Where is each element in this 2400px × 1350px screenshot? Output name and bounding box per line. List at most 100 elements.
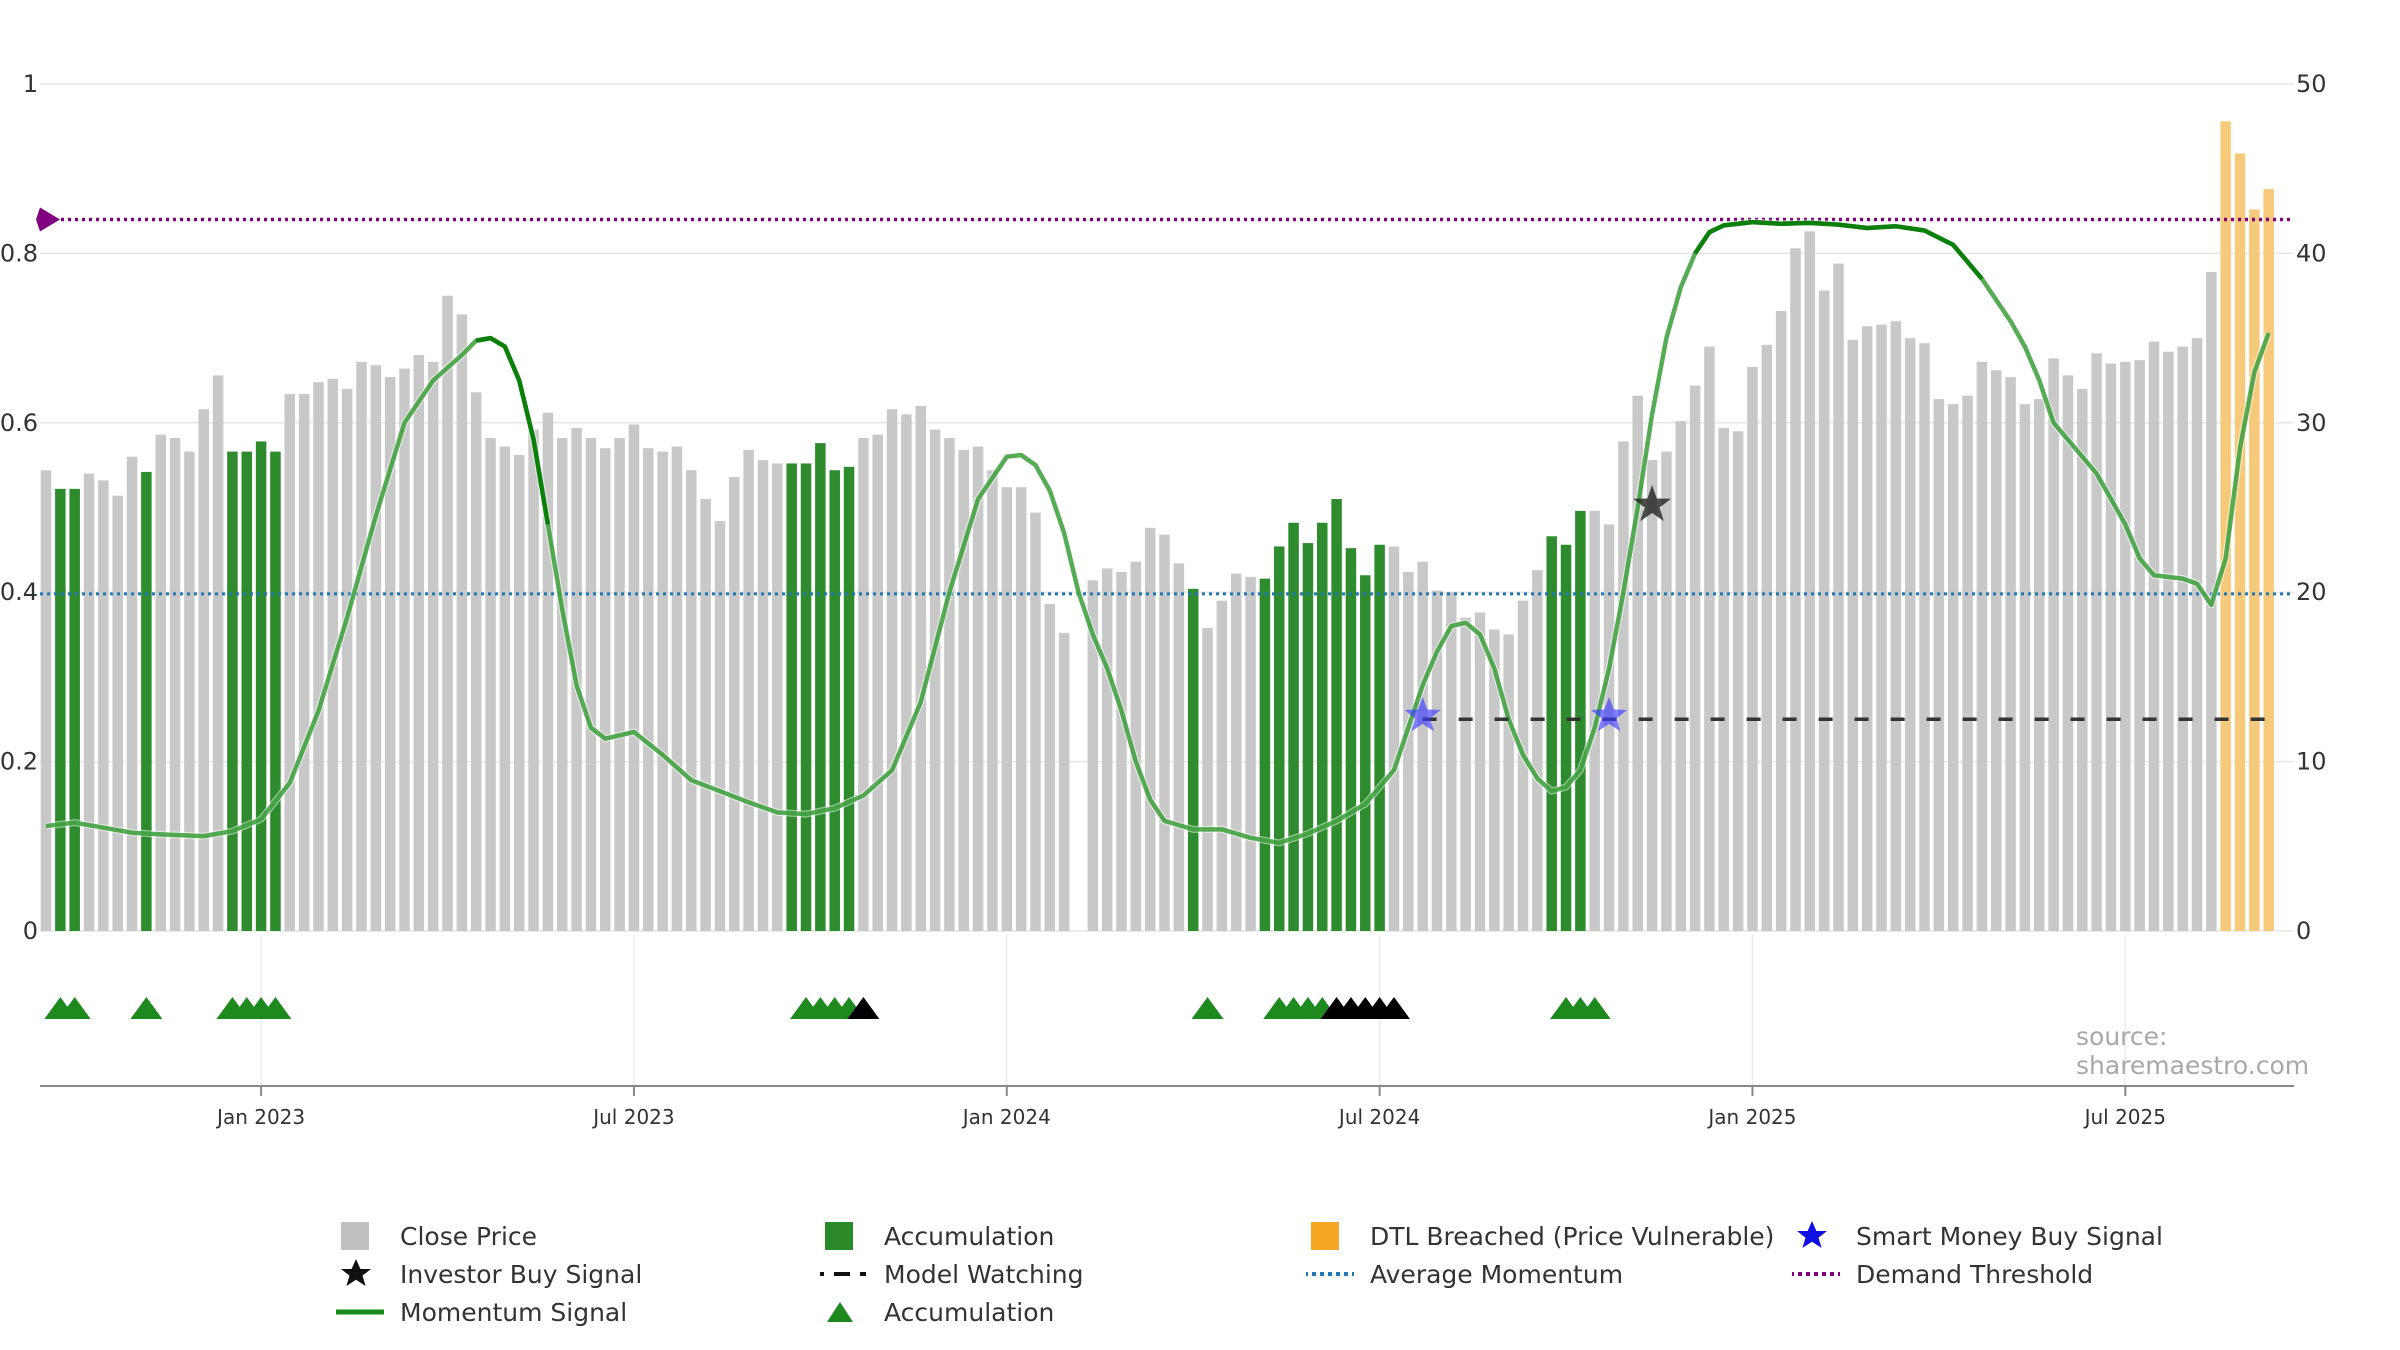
bar (1030, 512, 1041, 931)
y-right-tick-label: 30 (2296, 409, 2327, 437)
legend-item-investor-buy: Investor Buy Signal (336, 1258, 642, 1290)
bar (1403, 571, 1414, 931)
bar (1159, 534, 1170, 931)
y-left-tick-label: 1 (23, 70, 38, 98)
legend-item-accumulation-bar: Accumulation (820, 1220, 1054, 1252)
accumulation-markers (44, 997, 1611, 1019)
bar (184, 451, 195, 931)
bar (1704, 346, 1715, 931)
bar (112, 495, 123, 931)
legend-dotted-blue (1306, 1258, 1362, 1290)
legend-item-close-price: Close Price (336, 1220, 537, 1252)
bar (126, 456, 138, 931)
bar (2148, 341, 2160, 931)
bar (1517, 600, 1529, 931)
bar (2220, 121, 2231, 931)
bar (1632, 395, 1643, 931)
momentum-signal-strong-segment (475, 335, 551, 525)
bar (1460, 617, 1471, 931)
source-credit: source: sharemaestro.com (2076, 1022, 2310, 1080)
demand-threshold-marker (36, 207, 60, 232)
bar (528, 429, 539, 931)
bar (1618, 441, 1629, 931)
bar (2234, 153, 2246, 932)
bar (2048, 358, 2059, 932)
legend-swatch-orange (1306, 1220, 1362, 1252)
legend-label: Investor Buy Signal (400, 1259, 643, 1289)
bar (1044, 604, 1056, 931)
bar (83, 473, 95, 931)
bar (1417, 561, 1428, 931)
bar (141, 471, 152, 931)
bar (1317, 522, 1328, 931)
bar (1116, 571, 1127, 931)
bar (958, 449, 970, 931)
bar (1847, 339, 1859, 931)
bar (1474, 612, 1486, 931)
reference-lines (36, 207, 2294, 596)
bar (542, 412, 554, 931)
legend-label: Demand Threshold (1856, 1259, 2094, 1289)
bar (1144, 527, 1156, 931)
bar (1976, 361, 1988, 931)
bar (98, 480, 109, 931)
legend-label: Accumulation (884, 1221, 1055, 1251)
bar (2163, 351, 2174, 932)
bar (40, 470, 52, 931)
x-tick-label: Jul 2023 (591, 1105, 674, 1129)
bar (2005, 377, 2016, 931)
legend-triangle-green-icon (820, 1296, 876, 1328)
bar (1431, 590, 1443, 931)
bar (1947, 404, 1959, 931)
bar (2077, 388, 2088, 931)
bar (2191, 338, 2203, 932)
bar (55, 488, 66, 931)
bar (2249, 209, 2260, 931)
accumulation-triangle-icon (1578, 997, 1611, 1019)
bar (2019, 404, 2031, 931)
bar (1990, 370, 2002, 931)
legend-dotted-purple (1792, 1258, 1848, 1290)
legend-label: Momentum Signal (400, 1297, 628, 1327)
bar (1216, 600, 1228, 931)
bar (427, 361, 439, 931)
chart-canvas: Jan 2023 Jul 2023 Jan 2024 Jul 2024 Jan 2025… (0, 70, 2327, 1129)
bar (1904, 338, 1916, 932)
momentum-signal-strong-segment (1693, 219, 1984, 281)
bar (2134, 360, 2145, 931)
accumulation-triangle-icon (58, 997, 91, 1019)
bar (1230, 573, 1242, 931)
bar (915, 405, 926, 931)
bar (2120, 361, 2131, 931)
bar (987, 470, 998, 931)
y-right-tick-label: 40 (2296, 239, 2327, 267)
bar (600, 448, 611, 931)
bar (1890, 321, 1902, 931)
legend-star-black-icon (336, 1258, 392, 1290)
bar (585, 438, 597, 931)
x-tick-label: Jul 2025 (2083, 1105, 2166, 1129)
axes: Jan 2023 Jul 2023 Jan 2024 Jul 2024 Jan 2025… (0, 70, 2327, 1129)
bar (2263, 189, 2274, 931)
bar (1388, 546, 1400, 931)
bar (513, 454, 525, 931)
legend-label: Accumulation (884, 1297, 1055, 1327)
bar (1532, 570, 1543, 931)
bar (1360, 575, 1371, 931)
bar (1503, 634, 1514, 931)
bar (757, 460, 769, 931)
investor-buy-star-icon (1633, 485, 1672, 522)
bar (772, 463, 783, 931)
bar (743, 449, 754, 931)
bar (872, 434, 883, 931)
bar (1732, 431, 1744, 931)
accumulation-triangle-icon (259, 997, 292, 1019)
smart-money-star-icon (1404, 696, 1441, 732)
bar (2091, 353, 2102, 931)
bar (298, 394, 310, 931)
bar (686, 470, 697, 931)
accumulation-triangle-icon (1377, 997, 1410, 1019)
bar (399, 368, 410, 931)
bar (69, 488, 80, 931)
bar (786, 463, 797, 931)
